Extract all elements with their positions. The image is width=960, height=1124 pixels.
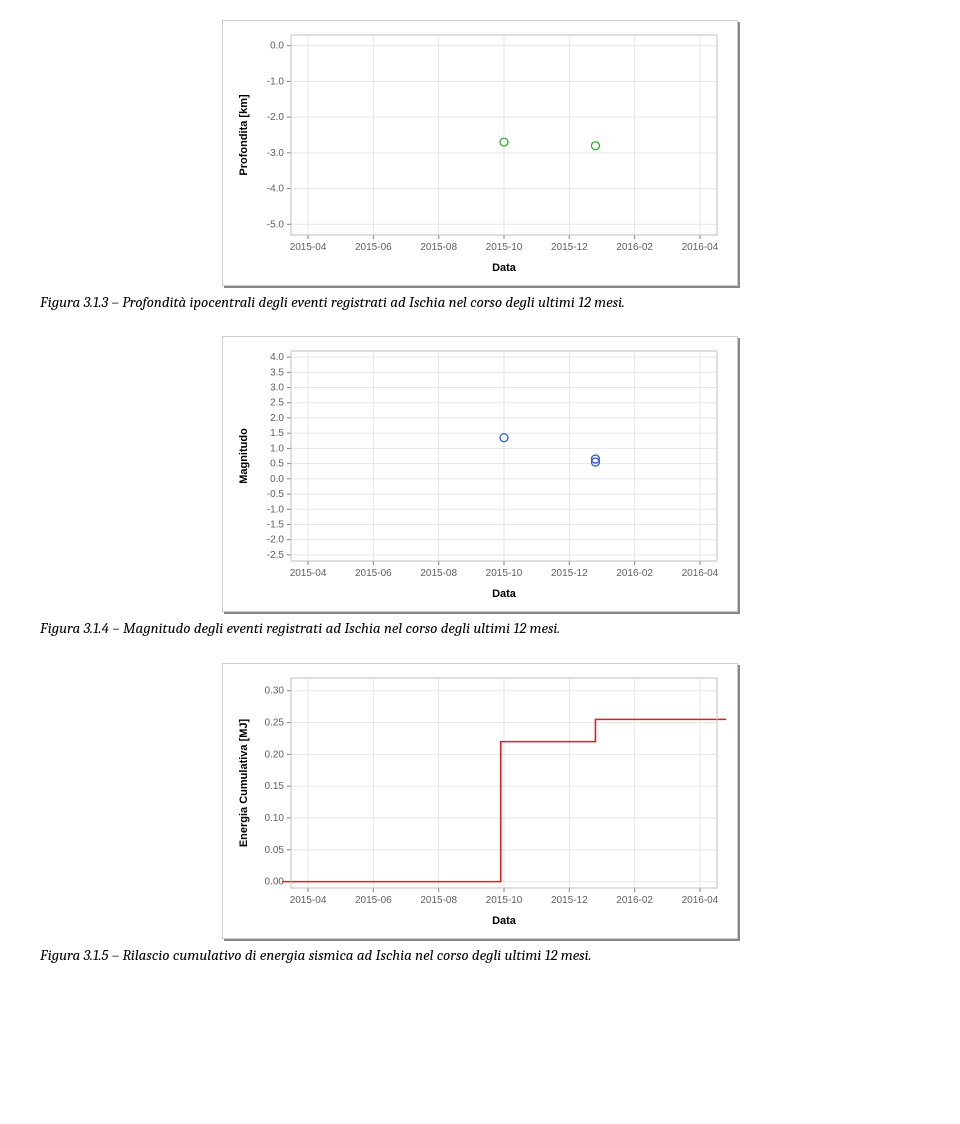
svg-text:2015-04: 2015-04	[290, 242, 327, 253]
energy-chart: 0.30 0.25 0.20 0.15 0.10 0.05 0.00 2015-04 2015-…	[229, 670, 729, 930]
svg-text:0.5: 0.5	[270, 459, 284, 470]
svg-text:1.0: 1.0	[270, 444, 284, 455]
svg-text:0.05: 0.05	[265, 844, 285, 855]
energy-chart-box: 0.30 0.25 0.20 0.15 0.10 0.05 0.00 2015-04 2015-…	[222, 663, 738, 939]
svg-text:2015-04: 2015-04	[290, 568, 327, 579]
svg-text:2015-10: 2015-10	[486, 895, 523, 906]
svg-text:2015-12: 2015-12	[551, 242, 588, 253]
svg-text:2.5: 2.5	[270, 398, 284, 409]
svg-text:2016-04: 2016-04	[682, 895, 719, 906]
svg-text:2015-08: 2015-08	[420, 568, 457, 579]
svg-text:0.0: 0.0	[270, 474, 284, 485]
svg-text:2015-04: 2015-04	[290, 895, 327, 906]
svg-text:2015-06: 2015-06	[355, 568, 392, 579]
caption-fig313: Figura 3.1.3 – Profondità ipocentrali de…	[40, 292, 920, 312]
depth-chart-wrap: 0.0 -1.0 -2.0 -3.0 -4.0 -5.0 2015-04 2015-06 201…	[40, 20, 920, 286]
magnitude-chart-wrap: 4.0 3.5 3.0 2.5 2.0 1.5 1.0 0.5 0.0 -0.5 -1.0 -1.5 -…	[40, 336, 920, 612]
svg-text:Magnitudo: Magnitudo	[238, 428, 250, 484]
magnitude-chart-box: 4.0 3.5 3.0 2.5 2.0 1.5 1.0 0.5 0.0 -0.5 -1.0 -1.5 -…	[222, 336, 738, 612]
svg-text:2016-02: 2016-02	[616, 568, 653, 579]
svg-text:2016-02: 2016-02	[616, 895, 653, 906]
svg-text:2015-08: 2015-08	[420, 242, 457, 253]
svg-text:0.00: 0.00	[265, 876, 285, 887]
svg-text:-1.0: -1.0	[267, 76, 285, 87]
svg-text:2.0: 2.0	[270, 413, 284, 424]
svg-text:Energia Cumulativa [MJ]: Energia Cumulativa [MJ]	[238, 718, 250, 847]
svg-text:2015-10: 2015-10	[486, 242, 523, 253]
svg-text:0.20: 0.20	[265, 749, 285, 760]
svg-text:-1.5: -1.5	[267, 520, 285, 531]
caption-fig314: Figura 3.1.4 – Magnitudo degli eventi re…	[40, 618, 920, 638]
svg-text:Profondita [km]: Profondita [km]	[238, 94, 250, 176]
caption-fig315: Figura 3.1.5 – Rilascio cumulativo di en…	[40, 945, 920, 965]
svg-text:2016-04: 2016-04	[682, 568, 719, 579]
svg-text:2016-04: 2016-04	[682, 242, 719, 253]
depth-chart: 0.0 -1.0 -2.0 -3.0 -4.0 -5.0 2015-04 2015-06 201…	[229, 27, 729, 277]
svg-text:2015-12: 2015-12	[551, 895, 588, 906]
svg-text:-5.0: -5.0	[267, 219, 285, 230]
svg-text:Data: Data	[492, 915, 517, 927]
svg-text:2015-06: 2015-06	[355, 895, 392, 906]
svg-text:2015-10: 2015-10	[486, 568, 523, 579]
svg-text:-3.0: -3.0	[267, 148, 285, 159]
svg-text:0.10: 0.10	[265, 813, 285, 824]
svg-text:3.5: 3.5	[270, 368, 284, 379]
svg-text:-0.5: -0.5	[267, 489, 285, 500]
svg-text:2015-08: 2015-08	[420, 895, 457, 906]
svg-text:-1.0: -1.0	[267, 505, 285, 516]
svg-text:2015-06: 2015-06	[355, 242, 392, 253]
energy-chart-wrap: 0.30 0.25 0.20 0.15 0.10 0.05 0.00 2015-04 2015-…	[40, 663, 920, 939]
svg-text:0.30: 0.30	[265, 685, 285, 696]
svg-text:-2.0: -2.0	[267, 535, 285, 546]
svg-text:Data: Data	[492, 588, 517, 600]
svg-text:1.5: 1.5	[270, 428, 284, 439]
svg-text:-4.0: -4.0	[267, 184, 285, 195]
svg-text:0.15: 0.15	[265, 781, 285, 792]
svg-text:2016-02: 2016-02	[616, 242, 653, 253]
svg-text:0.0: 0.0	[270, 41, 284, 52]
magnitude-chart: 4.0 3.5 3.0 2.5 2.0 1.5 1.0 0.5 0.0 -0.5 -1.0 -1.5 -…	[229, 343, 729, 603]
svg-text:3.0: 3.0	[270, 383, 284, 394]
svg-text:2015-12: 2015-12	[551, 568, 588, 579]
depth-chart-box: 0.0 -1.0 -2.0 -3.0 -4.0 -5.0 2015-04 2015-06 201…	[222, 20, 738, 286]
svg-text:-2.5: -2.5	[267, 550, 285, 561]
svg-text:Data: Data	[492, 262, 517, 274]
svg-text:4.0: 4.0	[270, 352, 284, 363]
svg-text:0.25: 0.25	[265, 717, 285, 728]
svg-text:-2.0: -2.0	[267, 112, 285, 123]
